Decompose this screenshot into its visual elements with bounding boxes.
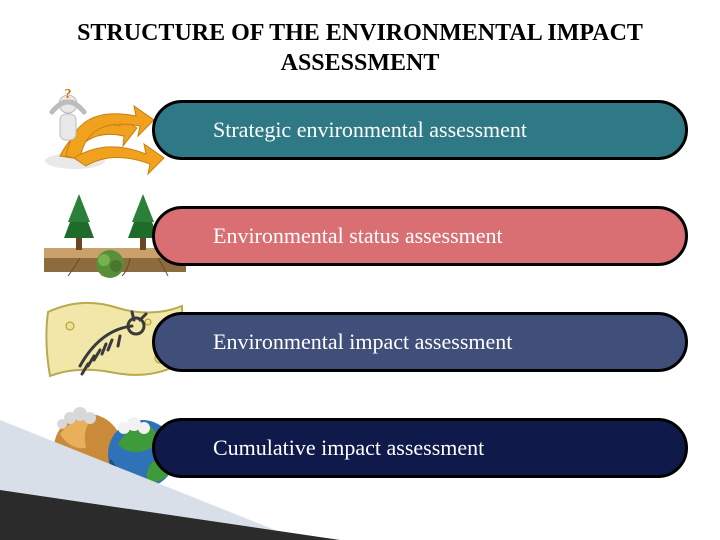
bar-label-3: Cumulative impact assessment xyxy=(213,435,484,461)
bar-1: Environmental status assessment xyxy=(152,206,688,266)
bar-row-2: Environmental impact assessment xyxy=(0,304,720,382)
bar-row-3: Cumulative impact assessment xyxy=(0,410,720,488)
bar-label-0: Strategic environmental assessment xyxy=(213,117,527,143)
bar-2: Environmental impact assessment xyxy=(152,312,688,372)
bar-row-0: ? Strategic environmental assessment xyxy=(0,92,720,170)
page-title: STRUCTURE OF THE ENVIRONMENTAL IMPACT AS… xyxy=(0,0,720,86)
bar-label-1: Environmental status assessment xyxy=(213,223,503,249)
svg-text:?: ? xyxy=(65,87,72,102)
bar-3: Cumulative impact assessment xyxy=(152,418,688,478)
bar-row-1: Environmental status assessment xyxy=(0,198,720,276)
bars-container: ? Strategic environmental assessment xyxy=(0,92,720,516)
bar-0: Strategic environmental assessment xyxy=(152,100,688,160)
bar-label-2: Environmental impact assessment xyxy=(213,329,512,355)
